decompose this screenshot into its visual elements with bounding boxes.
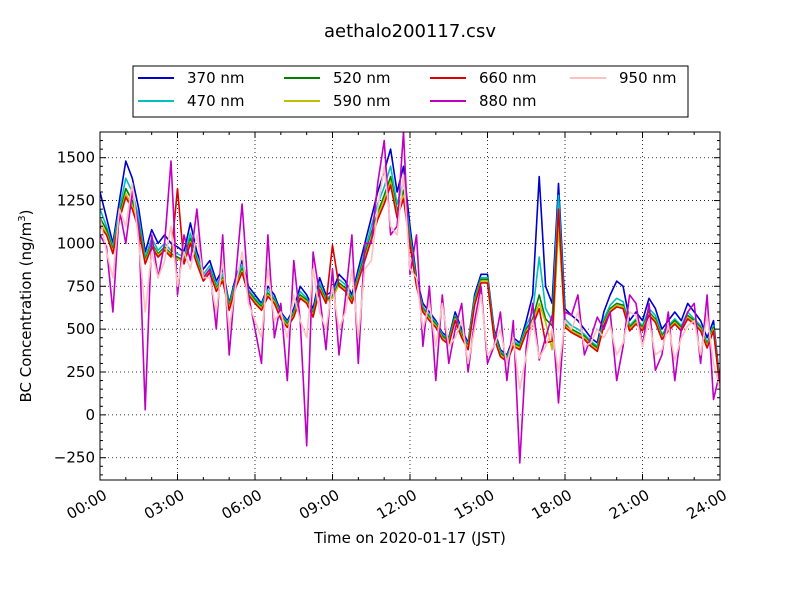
- y-axis-title: BC Concentration (ng/m3): [17, 210, 35, 403]
- y-tick-label: 500: [66, 320, 95, 338]
- y-tick-label: 1000: [57, 234, 95, 252]
- legend-box: [132, 65, 689, 118]
- y-tick-label: 1500: [57, 149, 95, 167]
- chart-title: aethalo200117.csv: [324, 21, 496, 42]
- y-tick-label: 750: [66, 277, 95, 295]
- legend-label: 520 nm: [333, 69, 391, 87]
- y-axis-title-sup: 3: [17, 215, 28, 221]
- legend-label: 950 nm: [619, 69, 677, 87]
- y-tick-label: −250: [54, 449, 95, 467]
- series-line-950-nm: [100, 165, 720, 390]
- legend-label: 470 nm: [187, 92, 245, 110]
- legend-label: 590 nm: [333, 92, 391, 110]
- legend: 370 nm 470 nm 520 nm 590 nm 660 nm 880 nm 950 …: [132, 65, 689, 118]
- y-axis-title-close: ): [17, 210, 35, 216]
- y-tick-label: 250: [66, 363, 95, 381]
- legend-label: 880 nm: [479, 92, 537, 110]
- y-tick-label: 1250: [57, 192, 95, 210]
- legend-label: 370 nm: [187, 69, 245, 87]
- y-tick-label: 0: [85, 406, 95, 424]
- x-axis-title: Time on 2020-01-17 (JST): [313, 529, 506, 547]
- series-line-660-nm: [100, 184, 720, 389]
- series-group: [100, 132, 720, 464]
- y-axis-title-main: BC Concentration (ng/m: [17, 222, 35, 403]
- legend-label: 660 nm: [479, 69, 537, 87]
